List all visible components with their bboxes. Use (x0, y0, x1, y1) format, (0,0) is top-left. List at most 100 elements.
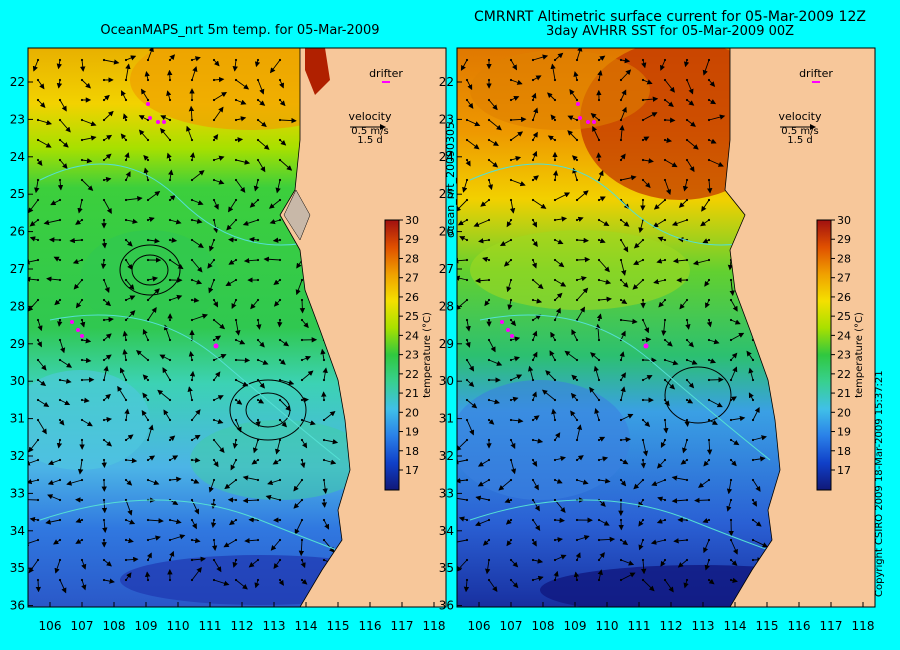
left-colorbar: 17 18 19 20 21 22 23 24 25 26 27 28 29 30 temperature … (384, 214, 433, 491)
left-current-vectors (28, 48, 339, 594)
lat-tick-label: 32 (439, 449, 454, 463)
lon-tick-label: 109 (135, 619, 158, 633)
lat-tick-label: 34 (10, 524, 25, 538)
lon-tick-label: 114 (724, 619, 747, 633)
colorbar-tick-label: 21 (837, 387, 851, 400)
lat-tick-label: 25 (10, 187, 25, 201)
colorbar-tick-label: 19 (837, 426, 851, 439)
lon-tick-label: 118 (423, 619, 446, 633)
colorbar-tick-label: 19 (405, 426, 419, 439)
colorbar-tick-label: 25 (837, 310, 851, 323)
colorbar-tick-label: 27 (405, 272, 419, 285)
colorbar-tick-label: 17 (837, 464, 851, 477)
colorbar-tick-label: 24 (405, 329, 419, 342)
colorbar-tick-label: 27 (837, 272, 851, 285)
lat-tick-label: 36 (10, 599, 25, 613)
lon-tick-label: 107 (500, 619, 523, 633)
lat-tick-label: 30 (10, 374, 25, 388)
colorbar-tick-label: 26 (837, 291, 851, 304)
lat-tick-label: 27 (439, 262, 454, 276)
lon-tick-label: 108 (532, 619, 555, 633)
lat-tick-label: 28 (439, 299, 454, 313)
right-legend: drifter velocity 0.5 m/s 1.5 d (779, 67, 834, 146)
left-map-panel: drifter velocity 0.5 m/s 1.5 d 17 18 19 20 2… (28, 48, 446, 607)
lat-tick-label: 22 (10, 75, 25, 89)
lat-tick-label: 36 (439, 599, 454, 613)
lon-tick-label: 117 (391, 619, 414, 633)
right-map-panel: drifter velocity 0.5 m/s 1.5 d 17 18 19 20 2… (457, 48, 875, 607)
colorbar-tick-label: 22 (405, 368, 419, 381)
lon-tick-label: 106 (468, 619, 491, 633)
right-speed-label: 0.5 m/s (781, 126, 818, 137)
left-drifter-label: drifter (369, 67, 403, 80)
lat-tick-label: 31 (439, 412, 454, 426)
lat-tick-label: 35 (439, 561, 454, 575)
colorbar-tick-label: 24 (837, 329, 851, 342)
right-map-frame (456, 47, 876, 608)
right-axes: 22 23 24 25 26 27 28 29 30 31 32 33 34 35 36 106 107 108 1… (439, 75, 875, 633)
right-panel-title-line2: 3day AVHRR SST for 05-Mar-2009 00Z (545, 24, 795, 39)
lat-tick-label: 22 (439, 75, 454, 89)
colorbar-tick-label: 21 (405, 387, 419, 400)
colorbar-tick-label: 28 (837, 252, 851, 265)
lon-tick-label: 113 (263, 619, 286, 633)
lat-tick-label: 26 (439, 225, 454, 239)
colorbar-tick-label: 26 (405, 291, 419, 304)
lat-tick-label: 26 (10, 225, 25, 239)
left-land (279, 48, 446, 607)
lon-tick-label: 117 (820, 619, 843, 633)
lat-tick-label: 33 (10, 486, 25, 500)
left-speed-label: 0.5 m/s (351, 126, 388, 137)
lon-tick-label: 110 (167, 619, 190, 633)
lon-tick-label: 109 (564, 619, 587, 633)
colorbar-tick-label: 20 (837, 406, 851, 419)
lat-tick-label: 25 (439, 187, 454, 201)
lon-tick-label: 111 (199, 619, 222, 633)
lat-tick-label: 29 (439, 337, 454, 351)
lat-tick-label: 24 (10, 150, 25, 164)
lat-tick-label: 27 (10, 262, 25, 276)
lat-tick-label: 34 (439, 524, 454, 538)
colorbar-label: temperature (°C) (422, 312, 433, 398)
left-velocity-label: velocity (349, 110, 392, 123)
lon-tick-label: 116 (788, 619, 811, 633)
lat-tick-label: 31 (10, 412, 25, 426)
left-drifter-tracks (70, 102, 219, 349)
copyright-label: Copyright CSIRO 2009 18-Mar-2009 15:37:2… (874, 370, 885, 597)
lon-tick-label: 111 (628, 619, 651, 633)
colorbar-tick-label: 25 (405, 310, 419, 323)
lat-tick-label: 32 (10, 449, 25, 463)
colorbar-tick-label: 17 (405, 464, 419, 477)
right-land (724, 48, 875, 607)
lon-tick-label: 114 (295, 619, 318, 633)
colorbar-tick-label: 29 (405, 233, 419, 246)
colorbar-tick-label: 30 (405, 214, 419, 227)
right-velocity-label: velocity (779, 110, 822, 123)
colorbar-tick-label: 29 (837, 233, 851, 246)
lat-tick-label: 29 (10, 337, 25, 351)
lat-tick-label: 23 (439, 112, 454, 126)
lat-tick-label: 33 (439, 486, 454, 500)
lon-tick-label: 112 (231, 619, 254, 633)
colorbar-tick-label: 20 (405, 406, 419, 419)
lon-tick-label: 106 (39, 619, 62, 633)
run-id-label: ocean_nrt_20090305 (444, 121, 457, 238)
lon-tick-label: 115 (756, 619, 779, 633)
right-panel-title-line1: CMRNRT Altimetric surface current for 05… (474, 9, 866, 25)
colorbar-tick-label: 18 (405, 445, 419, 458)
lon-tick-label: 107 (71, 619, 94, 633)
lat-tick-label: 28 (10, 299, 25, 313)
right-drifter-label: drifter (799, 67, 833, 80)
colorbar-tick-label: 22 (837, 368, 851, 381)
right-scale-label: 1.5 d (787, 135, 812, 146)
left-scale-label: 1.5 d (357, 135, 382, 146)
left-panel-title: OceanMAPS_nrt 5m temp. for 05-Mar-2009 (100, 23, 380, 38)
lon-tick-label: 116 (359, 619, 382, 633)
colorbar-tick-label: 23 (837, 349, 851, 362)
right-drifter-tracks (500, 102, 649, 349)
left-axes: 22 23 24 25 26 27 28 29 30 31 32 33 34 35 36 106 107 108 1… (10, 75, 446, 633)
lat-tick-label: 30 (439, 374, 454, 388)
lon-tick-label: 115 (327, 619, 350, 633)
left-map-frame (27, 47, 447, 608)
